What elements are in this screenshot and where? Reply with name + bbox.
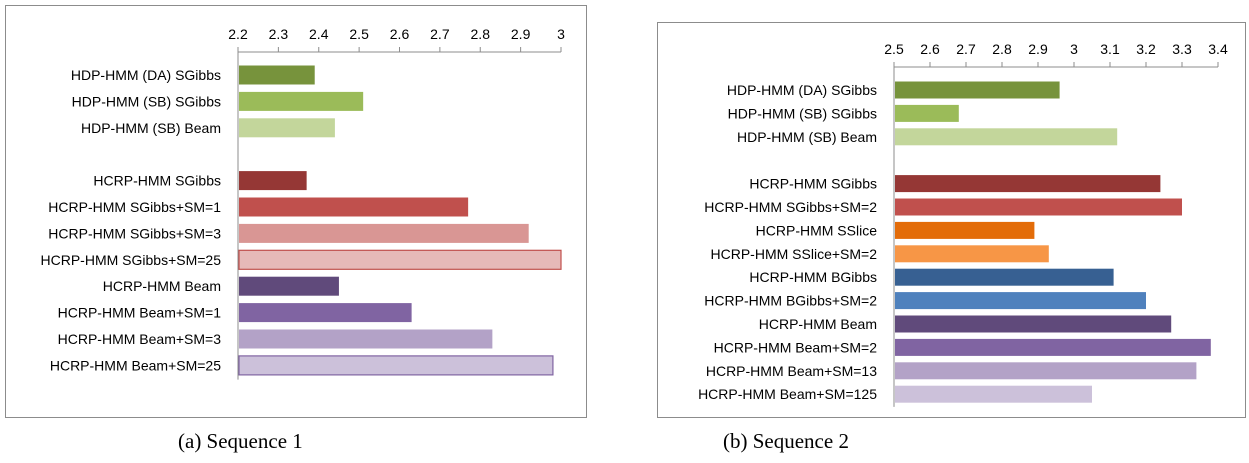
chart-panel-sequence-2: 2.5 2.6 2.7 2.8 2.9 3 3.1 3.2 3.3 3.4 HDP-HMM (DA)… <box>657 22 1246 418</box>
category-label: HCRP-HMM Beam <box>103 278 221 294</box>
bar <box>239 197 469 217</box>
category-label: HDP-HMM (SB) Beam <box>81 120 221 136</box>
tick-label: 2.9 <box>1028 41 1048 57</box>
bar <box>239 65 315 85</box>
tick-label: 3 <box>1070 41 1078 57</box>
bar-chart-sequence-2: 2.5 2.6 2.7 2.8 2.9 3 3.1 3.2 3.3 3.4 HDP-HMM (DA)… <box>698 41 1228 407</box>
tick-label: 3.3 <box>1172 41 1192 57</box>
category-label: HCRP-HMM SGibbs <box>93 173 221 189</box>
bar <box>238 249 562 270</box>
category-label: HCRP-HMM Beam+SM=3 <box>58 331 222 347</box>
category-label: HCRP-HMM SSlice+SM=2 <box>711 246 878 262</box>
bar <box>895 104 959 122</box>
bar <box>239 276 339 296</box>
bar <box>895 175 1161 193</box>
tick-label: 3 <box>557 26 565 42</box>
category-label: HCRP-HMM Beam+SM=25 <box>50 357 221 373</box>
tick-label: 2.6 <box>920 41 940 57</box>
bar <box>238 355 554 376</box>
tick-label: 2.7 <box>956 41 976 57</box>
bar-chart-sequence-1: 2.2 2.3 2.4 2.5 2.6 2.7 2.8 2.9 3 HDP-HMM (DA) SG… <box>41 26 565 380</box>
tick-label: 2.9 <box>511 26 531 42</box>
tick-label: 2.4 <box>309 26 329 42</box>
tick-label: 2.2 <box>228 26 248 42</box>
bar <box>895 81 1060 99</box>
bar <box>239 171 307 191</box>
tick-label: 2.8 <box>471 26 491 42</box>
chart-panel-sequence-1: 2.2 2.3 2.4 2.5 2.6 2.7 2.8 2.9 3 HDP-HMM (DA) SG… <box>5 5 587 418</box>
bar <box>895 362 1197 380</box>
category-label: HDP-HMM (SB) SGibbs <box>728 105 877 121</box>
bar <box>895 128 1118 146</box>
tick-label: 3.1 <box>1100 41 1120 57</box>
category-label: HDP-HMM (SB) Beam <box>737 129 877 145</box>
tick-label: 2.5 <box>349 26 369 42</box>
category-label: HCRP-HMM Beam <box>759 316 877 332</box>
category-label: HCRP-HMM SSlice <box>756 222 878 238</box>
bar <box>895 245 1049 263</box>
tick-label: 2.3 <box>269 26 289 42</box>
tick-label: 3.4 <box>1208 41 1228 57</box>
category-label: HCRP-HMM Beam+SM=13 <box>706 363 877 379</box>
bar <box>239 91 364 111</box>
bar <box>895 338 1211 356</box>
bar <box>895 315 1172 333</box>
tick-label: 3.2 <box>1136 41 1156 57</box>
bar <box>239 223 529 243</box>
category-label: HCRP-HMM Beam+SM=1 <box>58 305 222 321</box>
bar <box>239 118 335 138</box>
bar <box>239 329 493 349</box>
caption-sequence-1: (a) Sequence 1 <box>178 429 303 453</box>
category-label: HCRP-HMM Beam+SM=2 <box>714 339 878 355</box>
tick-label: 2.5 <box>884 41 904 57</box>
tick-label: 2.6 <box>390 26 410 42</box>
category-label: HCRP-HMM SGibbs+SM=2 <box>704 199 877 215</box>
bar <box>895 385 1092 403</box>
tick-label: 2.7 <box>430 26 450 42</box>
bar <box>239 303 412 323</box>
category-label: HCRP-HMM Beam+SM=125 <box>698 386 877 402</box>
category-label: HCRP-HMM BGibbs <box>749 269 877 285</box>
category-label: HDP-HMM (DA) SGibbs <box>727 82 877 98</box>
bar <box>895 198 1182 216</box>
tick-label: 2.8 <box>992 41 1012 57</box>
bar <box>895 268 1114 286</box>
caption-sequence-2: (b) Sequence 2 <box>723 429 849 453</box>
category-label: HCRP-HMM SGibbs+SM=25 <box>41 252 222 268</box>
bar <box>895 292 1146 310</box>
category-label: HDP-HMM (DA) SGibbs <box>71 67 221 83</box>
category-label: HDP-HMM (SB) SGibbs <box>72 93 221 109</box>
category-label: HCRP-HMM SGibbs+SM=1 <box>48 199 221 215</box>
category-label: HCRP-HMM SGibbs <box>749 176 877 192</box>
category-label: HCRP-HMM SGibbs+SM=3 <box>48 225 221 241</box>
category-label: HCRP-HMM BGibbs+SM=2 <box>704 293 877 309</box>
bar <box>895 221 1035 239</box>
